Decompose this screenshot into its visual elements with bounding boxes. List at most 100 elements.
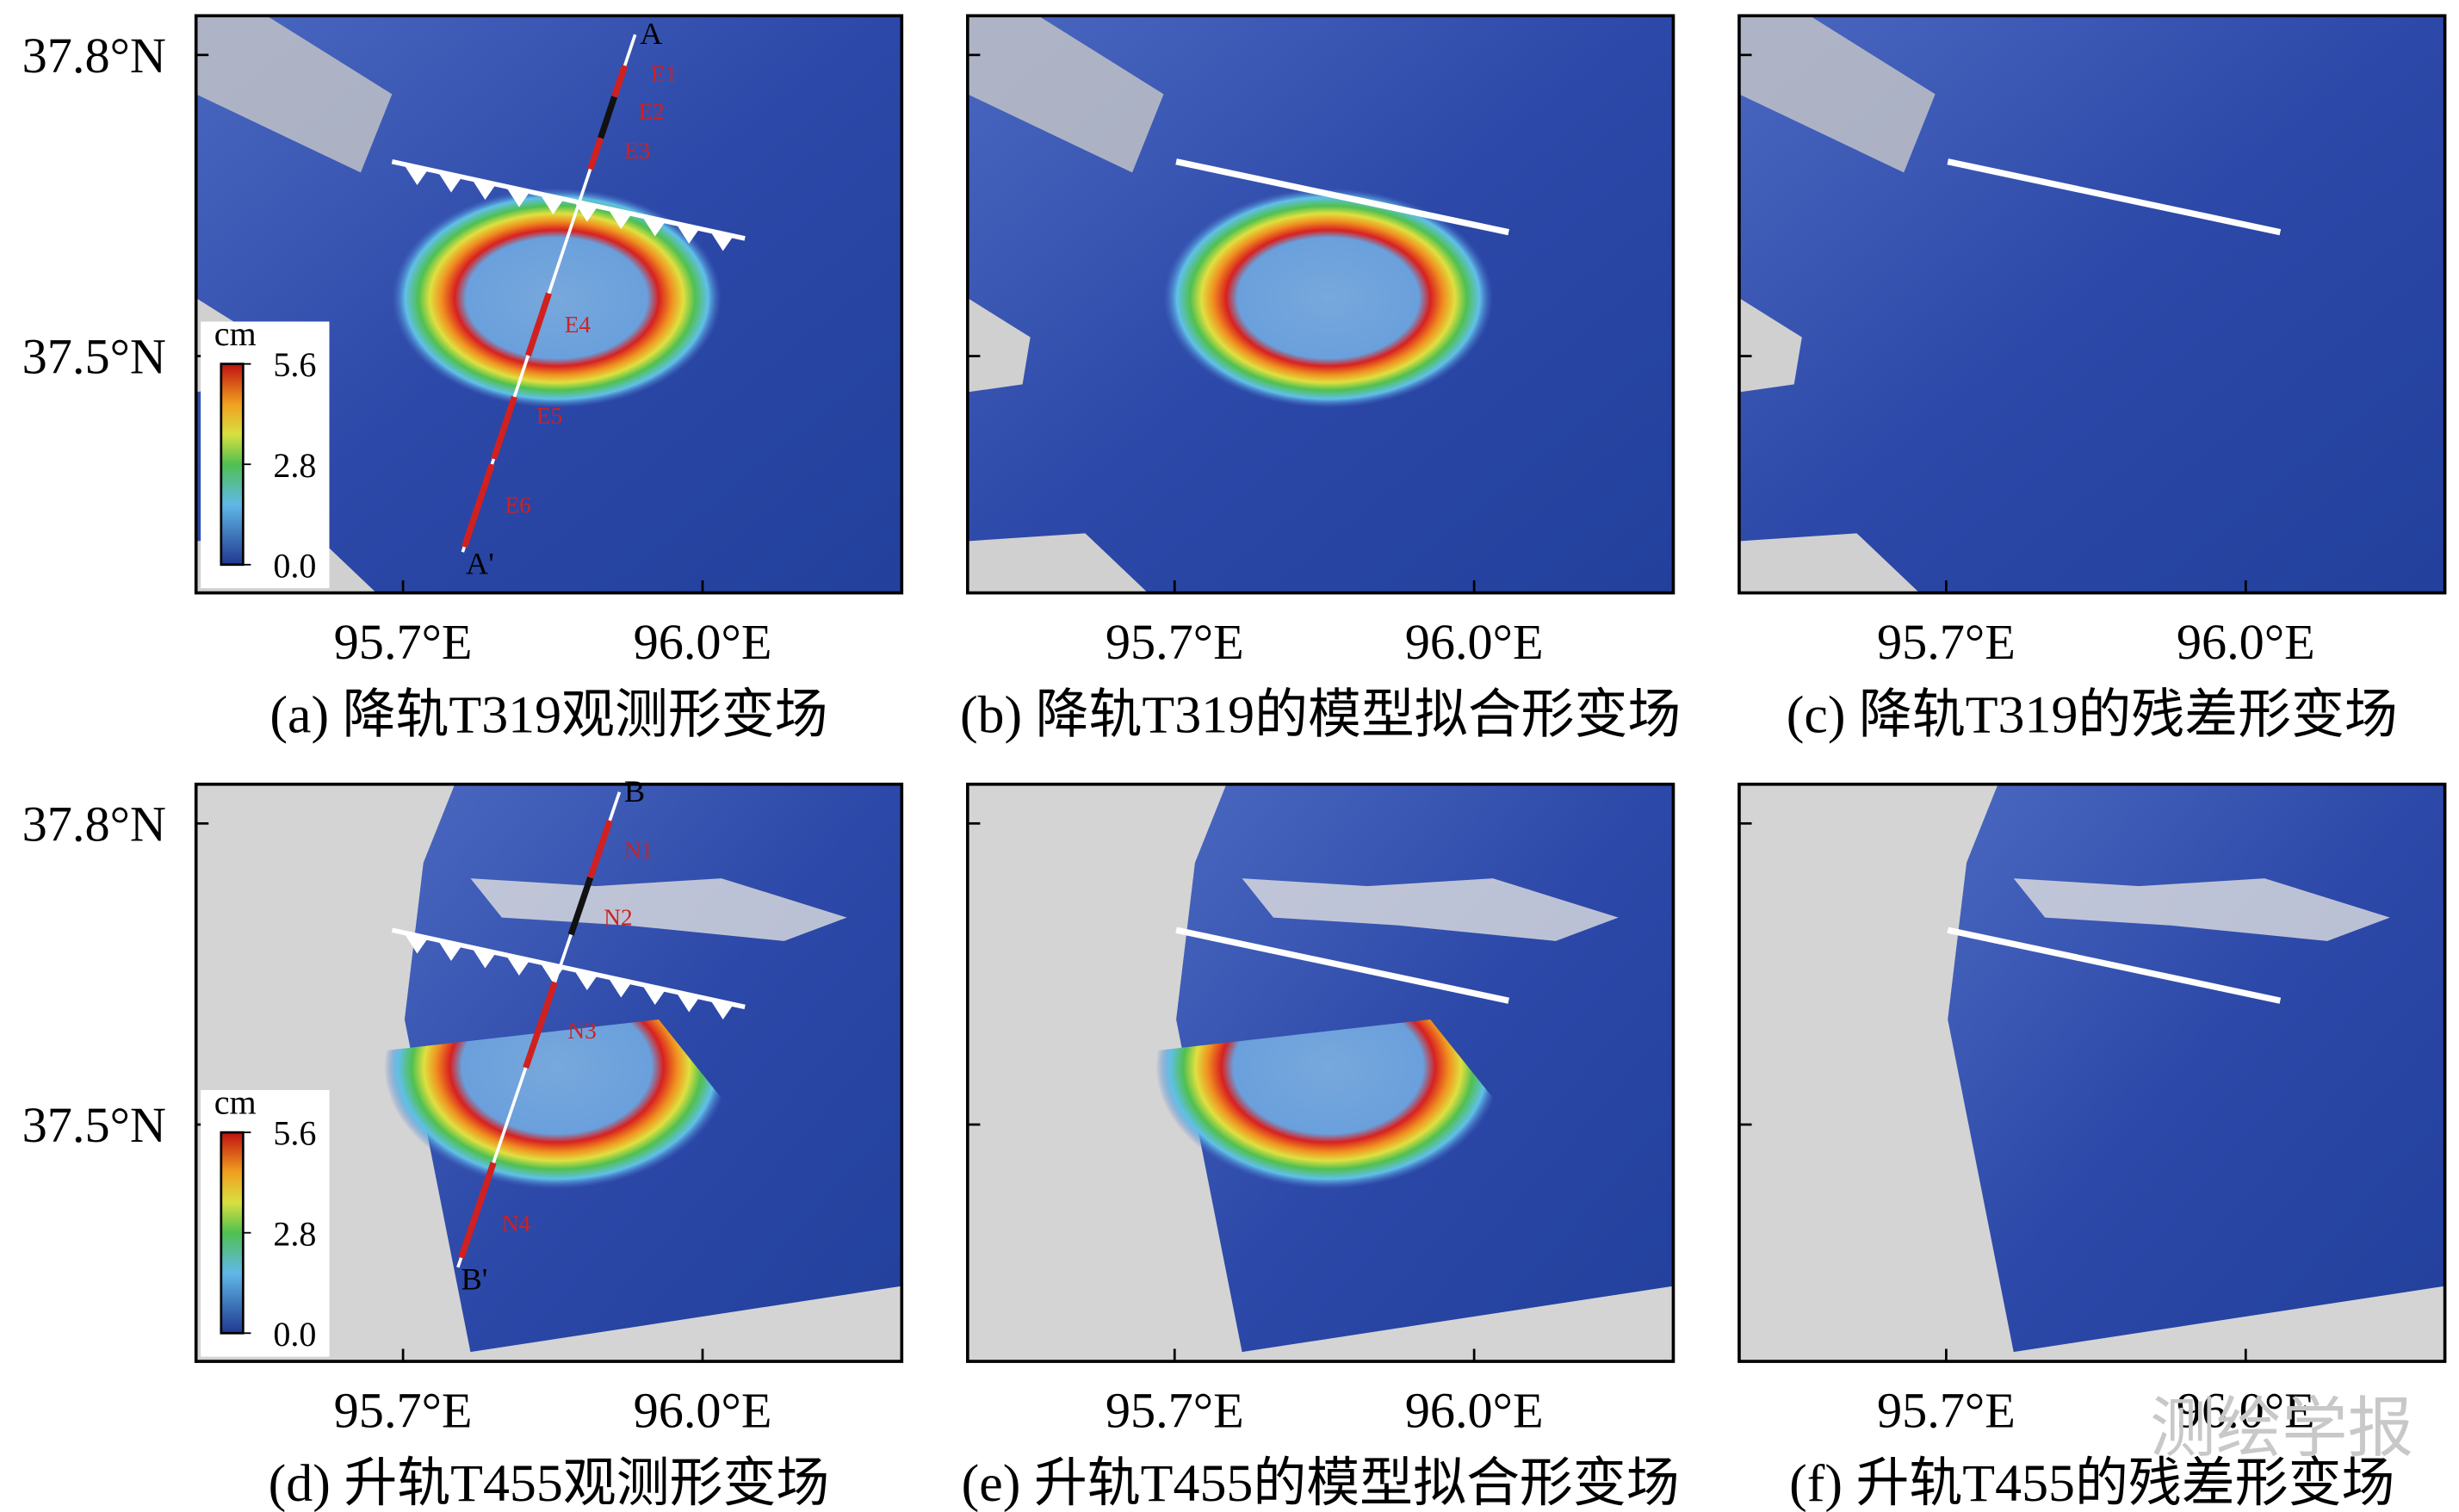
profile-segment <box>587 137 604 170</box>
fault-triangle <box>674 221 700 244</box>
profile-segment <box>490 395 517 461</box>
colorbar-label: 2.8 <box>273 1214 316 1253</box>
panel-caption: (e) 升轨T455的模型拟合形变场 <box>962 1454 1680 1512</box>
x-tick-label: 96.0°E <box>2177 1383 2315 1439</box>
map-area <box>1738 15 2445 593</box>
panel-caption: (f) 升轨T455的残差形变场 <box>1789 1454 2394 1512</box>
colorbar-label: 5.6 <box>273 1114 316 1153</box>
fault-trace <box>1175 926 1509 1004</box>
fault-triangle <box>471 946 497 969</box>
no-data <box>967 298 1031 393</box>
segment-label: E3 <box>624 138 650 164</box>
x-tick-label: 96.0°E <box>1405 614 1544 670</box>
colorbar-unit: cm <box>214 314 257 353</box>
x-tick-label: 95.7°E <box>1877 614 2016 670</box>
data-coverage <box>1948 784 2445 1353</box>
map-area <box>967 784 1674 1362</box>
x-tick-label: 96.0°E <box>634 614 772 670</box>
map-frame <box>194 782 904 1363</box>
colorbar <box>220 363 245 567</box>
deformation-ring <box>1163 188 1493 408</box>
no-data <box>967 15 1164 173</box>
profile-segment <box>587 819 613 879</box>
segment-label: E1 <box>651 61 677 87</box>
map-frame <box>194 14 904 595</box>
segment-label: N3 <box>567 1018 596 1044</box>
no-data <box>1242 878 1619 941</box>
x-tick-label: 95.7°E <box>1106 614 1244 670</box>
segment-label: E4 <box>565 312 592 338</box>
watermark: 测绘学报 <box>2150 1392 2413 1466</box>
segment-label: N1 <box>624 837 653 863</box>
y-tick-label: 37.5°N <box>22 329 166 385</box>
fault-triangle <box>538 961 565 983</box>
fault-triangle <box>403 932 429 954</box>
fault-trace <box>1947 158 2282 236</box>
y-tick-label: 37.5°N <box>22 1097 166 1153</box>
deformation-ring <box>384 1019 722 1189</box>
profile-segment <box>611 65 629 98</box>
x-tick-label: 95.7°E <box>1106 1383 1244 1439</box>
map-panel: 95.7°E 96.0°E (f) 升轨T455的残差形变场 <box>1737 782 2447 1512</box>
colorbar-label: 0.0 <box>273 546 316 585</box>
fault-triangle <box>641 214 666 237</box>
x-tick-label: 96.0°E <box>2177 614 2315 670</box>
y-tick-label: 37.8°N <box>22 796 166 852</box>
fault-triangle <box>538 192 565 215</box>
fault-triangle <box>505 953 530 976</box>
segment-label: N4 <box>502 1211 531 1236</box>
panel-caption: (a) 降轨T319观测形变场 <box>269 686 827 745</box>
segment-label: E6 <box>505 493 531 518</box>
fault-triangle <box>674 990 700 1013</box>
map-frame <box>1737 782 2447 1363</box>
profile-end: A' <box>466 547 494 581</box>
fault-trace <box>1947 926 2282 1004</box>
no-data <box>195 15 393 173</box>
fault-triangle <box>437 170 462 193</box>
profile-segment <box>525 292 552 356</box>
profile-segment <box>567 877 594 936</box>
deformation-ring <box>1155 1019 1493 1189</box>
fault-triangle <box>606 207 633 229</box>
fault-triangle <box>403 163 429 185</box>
no-data <box>1738 298 1802 393</box>
colorbar <box>220 1131 245 1335</box>
fault-triangle <box>709 997 734 1019</box>
no-data <box>2013 878 2390 941</box>
profile-segment <box>523 981 558 1069</box>
fault-triangle <box>606 976 633 998</box>
map-frame <box>966 14 1675 595</box>
profile-segment <box>461 462 495 548</box>
x-tick-label: 96.0°E <box>1405 1383 1544 1439</box>
colorbar-label: 0.0 <box>273 1315 316 1354</box>
profile-segment <box>598 96 618 139</box>
fault-triangle <box>471 177 497 200</box>
fault-triangle <box>505 185 530 208</box>
colorbar-unit: cm <box>214 1082 257 1121</box>
map-panel: 95.7°E 96.0°E (e) 升轨T455的模型拟合形变场 <box>962 782 1680 1512</box>
panel-caption: (c) 降轨T319的残差形变场 <box>1787 686 2398 745</box>
fault-triangle <box>573 968 598 990</box>
profile-segment <box>458 1162 497 1259</box>
profile-end: B' <box>461 1261 488 1296</box>
no-data <box>1738 15 1936 173</box>
map-panel: 95.7°E 96.0°E 37.8°N 37.5°N (a) 降轨T319观测形变场 c… <box>22 14 904 745</box>
fault-triangle <box>641 982 666 1005</box>
fault-triangle <box>437 939 462 961</box>
colorbar-label: 5.6 <box>273 345 316 384</box>
segment-label: E5 <box>536 403 562 429</box>
x-tick-label: 95.7°E <box>1877 1383 2016 1439</box>
map-frame <box>966 782 1675 1363</box>
x-tick-label: 95.7°E <box>334 614 473 670</box>
map-area <box>967 15 1674 593</box>
map-panel: 95.7°E 96.0°E (b) 降轨T319的模型拟合形变场 <box>960 14 1681 745</box>
segment-label: E2 <box>638 99 664 125</box>
map-panel: 95.7°E 96.0°E (c) 降轨T319的残差形变场 <box>1737 14 2447 745</box>
fault-triangle <box>709 229 734 251</box>
profile-start: B <box>624 774 645 809</box>
deformation-ring <box>392 188 722 408</box>
map-panel: 95.7°E 96.0°E 37.8°N 37.5°N (d) 升轨T455观测形变场 c… <box>22 774 904 1512</box>
no-data <box>1738 533 1920 593</box>
